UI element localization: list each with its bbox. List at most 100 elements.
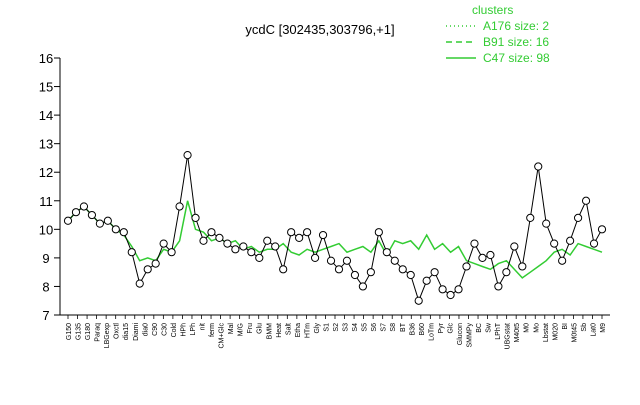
x-tick-label: Etha [295,323,302,338]
data-point [462,262,471,271]
x-tick-label: BMM [266,323,273,340]
x-tick-label: LPhT [495,322,502,339]
x-tick-label: Salt [285,323,292,335]
data-point [191,213,200,223]
x-tick-label: S5 [362,323,369,332]
legend: clusters A176 size: 2 B91 size: 16 C47 siz… [446,3,550,65]
point-connector [67,155,603,303]
data-point [390,256,399,265]
x-tick-label: dia0 [142,323,149,336]
x-tick-label: Fru [247,323,254,334]
data-point [111,225,120,234]
x-tick-label: Oxctl [114,323,121,339]
data-point [303,228,312,237]
y-tick-label: 9 [42,251,49,266]
data-point [71,208,81,217]
data-point [271,242,280,251]
x-tick-label: Heat [276,323,283,338]
x-tick-label: S6 [371,323,378,332]
data-point [454,285,463,294]
y-tick-label: 15 [39,80,53,95]
legend-label: B91 size: 16 [483,35,549,49]
x-tick-label: BI [562,323,569,330]
x-tick-label: M40t5 [514,323,521,343]
x-tick-label: SMMPy [467,323,474,348]
x-tick-label: M0 [524,323,531,333]
x-tick-label: C30 [161,323,168,336]
data-point [374,228,383,237]
data-point [414,296,423,305]
x-tick-label: BT [400,322,407,332]
data-point [597,225,607,234]
data-point [279,265,288,274]
x-tick-label: LoTm [428,323,435,341]
data-point [446,290,455,300]
legend-label: C47 size: 98 [483,51,550,65]
y-tick-label: 7 [42,308,49,323]
x-tick-label: Sb [581,323,588,332]
x-tick-label: Mal [228,323,235,335]
data-point [334,265,344,274]
data-point [143,265,152,274]
data-point [558,256,567,265]
x-tick-label: Lat0 [590,323,597,337]
x-tick-label: S4 [352,323,359,332]
data-point [167,248,176,257]
x-tick-label: CM+Glc [219,323,226,349]
data-point [287,228,296,237]
data-point [494,282,503,291]
x-tick-label: C90 [152,323,159,336]
data-point [231,245,240,254]
data-point [79,202,89,211]
data-point [486,250,495,260]
x-tick-label: M020 [552,323,559,341]
data-point [199,236,208,245]
data-point [326,256,336,265]
x-tick-label: S2 [333,323,340,332]
x-tick-label: LBGexp [104,323,111,348]
x-tick-label: Diami [133,323,140,341]
data-point [255,253,264,262]
x-tick-label: B36 [409,323,416,336]
x-tick-label: S1 [323,323,330,332]
x-tick-label: G135 [76,323,83,340]
x-tick-label: B60 [419,323,426,336]
data-point [183,150,192,160]
data-point [382,248,391,257]
x-tick-label: LPh [190,323,197,336]
x-tick-label: M0t45 [571,323,578,343]
data-point [350,270,360,280]
data-point [63,216,73,225]
x-tick-label: S8 [390,323,397,332]
data-point [566,236,575,245]
data-point [151,259,160,268]
x-tick-label: Paraq [95,323,102,342]
data-point [215,233,224,242]
data-point [119,228,128,237]
x-tick-label: Sw [486,322,493,333]
x-tick-label: Glu [257,323,264,334]
data-point [589,239,599,248]
y-tick-label: 12 [39,165,53,180]
data-point [159,239,168,248]
x-tick-label: Lbstat [543,323,550,342]
data-point [573,213,583,223]
data-point [95,219,104,228]
x-tick-label: M/G [238,323,245,336]
x-tick-label: nit [200,323,207,330]
x-tick-label: S3 [343,323,350,332]
x-tick-label: G150 [66,323,73,340]
data-point [534,162,543,171]
x-tick-label: Cold [171,323,178,338]
y-tick-label: 11 [39,194,53,209]
data-point [87,210,97,220]
x-tick-label: Gly [314,323,321,334]
data-point [478,253,487,262]
data-point [406,270,415,280]
data-point [263,236,272,245]
x-ticks: G150 G135 G180 Paraq LBGexp Oxctl dia15 Diami di… [66,315,607,349]
data-point [135,279,144,288]
x-tick-label: HPh [180,323,187,337]
x-tick-label: G180 [85,323,92,340]
